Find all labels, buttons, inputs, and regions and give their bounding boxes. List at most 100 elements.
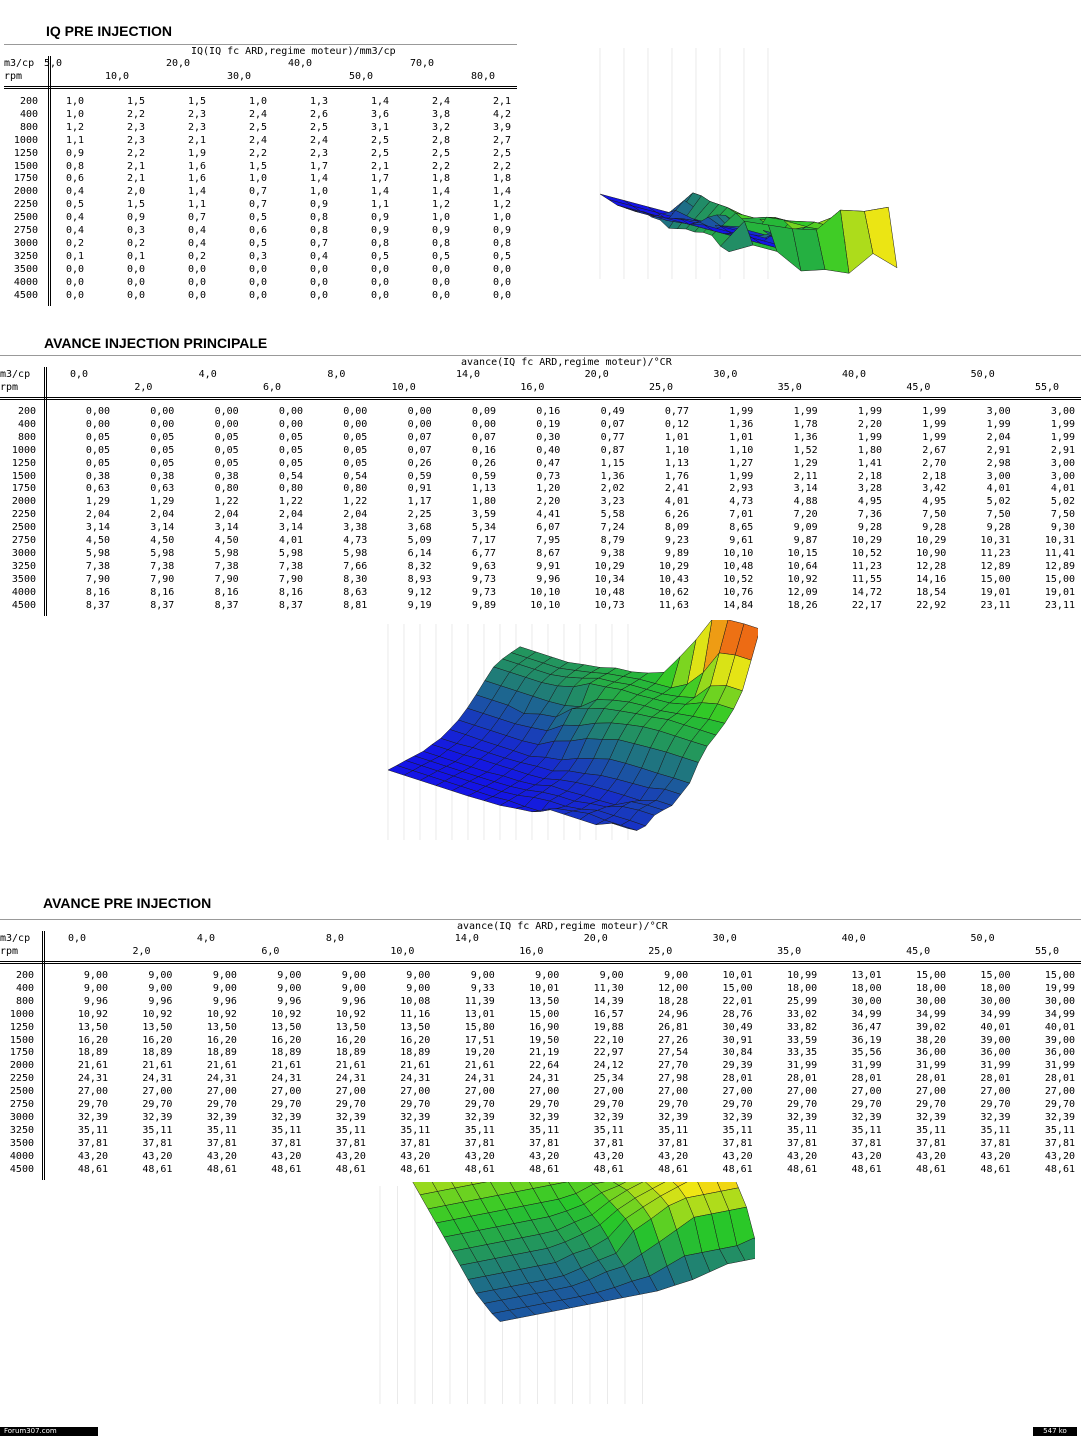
map-cell: 4,88	[793, 496, 818, 508]
map-cell: 32,39	[787, 1111, 818, 1123]
map-cell: 4,95	[857, 496, 882, 508]
map-cell: 1,99	[922, 431, 947, 443]
row-header: 2250	[13, 199, 38, 211]
map-cell: 43,20	[464, 1150, 495, 1162]
map-cell: 8,16	[150, 586, 175, 598]
map-cell: 32,39	[722, 1111, 753, 1123]
map-cell: 4,73	[729, 496, 754, 508]
map-cell: 35,11	[593, 1124, 624, 1136]
map-cell: 3,14	[150, 522, 175, 534]
map-cell: 29,70	[271, 1099, 302, 1110]
map-cell: 7,38	[214, 560, 239, 572]
column-header: 0,0	[68, 933, 87, 944]
column-header: 50,0	[970, 369, 995, 380]
map-cell: 35,11	[464, 1124, 495, 1136]
map-cell: 7,50	[922, 509, 947, 521]
map-cell: 2,1	[126, 160, 145, 172]
map-cell: 9,28	[857, 522, 882, 534]
map-cell: 28,76	[722, 1008, 753, 1020]
map-cell: 2,1	[492, 96, 511, 107]
map-cell: 19,01	[1044, 586, 1075, 598]
map-cell: 18,54	[916, 586, 947, 598]
map-cell: 27,00	[1044, 1086, 1075, 1098]
map-cell: 29,70	[722, 1099, 753, 1110]
surface-patch	[611, 823, 637, 831]
surface-plot-iq-pre	[599, 48, 898, 279]
map-cell: 18,00	[787, 982, 818, 994]
map-cell: 43,20	[529, 1150, 560, 1162]
map-cell: 15,00	[1044, 573, 1075, 585]
map-cell: 10,43	[658, 573, 689, 585]
map-cell: 0,00	[214, 418, 239, 430]
map-cell: 9,96	[83, 995, 108, 1007]
map-cell: 2,2	[248, 147, 267, 159]
map-cell: 0,5	[492, 250, 511, 262]
forum-watermark: Forum307.com	[0, 1427, 98, 1436]
map-cell: 11,16	[400, 1008, 431, 1020]
map-cell: 10,92	[335, 1008, 366, 1020]
map-cell: 48,61	[851, 1163, 882, 1175]
map-cell: 11,55	[851, 573, 882, 585]
row-header: 800	[17, 431, 36, 443]
map-cell: 1,29	[85, 496, 110, 508]
map-cell: 1,5	[248, 160, 267, 172]
map-cell: 22,92	[916, 599, 947, 611]
map-cell: 24,31	[464, 1073, 495, 1085]
map-cell: 0,00	[407, 406, 432, 417]
map-cell: 4,41	[536, 509, 561, 521]
map-cell: 15,80	[464, 1021, 495, 1033]
map-cell: 10,92	[787, 573, 818, 585]
map-cell: 2,04	[278, 509, 303, 521]
map-cell: 17,51	[464, 1034, 495, 1046]
map-cell: 2,6	[309, 108, 328, 120]
map-cell: 10,31	[980, 535, 1011, 546]
map-cell: 8,65	[729, 522, 754, 534]
row-header: 4000	[9, 1150, 34, 1162]
map-cell: 8,37	[278, 599, 303, 611]
map-cell: 1,3	[309, 96, 328, 107]
map-cell: 9,00	[277, 970, 302, 981]
column-header: 40,0	[288, 58, 313, 69]
map-cell: 9,00	[535, 970, 560, 981]
map-cell: 3,42	[922, 483, 947, 495]
map-cell: 2,3	[309, 147, 328, 159]
map-cell: 30,00	[851, 995, 882, 1007]
row-header: 2750	[13, 225, 38, 236]
map-cell: 9,00	[341, 982, 366, 994]
map-cell: 29,70	[142, 1099, 173, 1110]
map-cell: 0,9	[370, 212, 389, 224]
map-cell: 1,0	[431, 212, 450, 224]
map-cell: 2,20	[536, 496, 561, 508]
map-cell: 0,05	[278, 444, 303, 456]
column-header: 5,0	[44, 58, 63, 69]
map-cell: 3,6	[370, 108, 389, 120]
map-cell: 11,63	[658, 599, 689, 611]
map-cell: 7,36	[857, 509, 882, 521]
map-cell: 2,20	[857, 418, 882, 430]
map-cell: 0,63	[85, 483, 110, 495]
map-cell: 5,98	[214, 547, 239, 559]
map-cell: 7,90	[85, 573, 110, 585]
map-title-label: avance(IQ fc ARD,regime moteur)/°CR	[457, 921, 668, 932]
map-cell: 1,7	[370, 173, 389, 185]
map-cell: 6,14	[407, 547, 432, 559]
map-cell: 1,20	[536, 483, 561, 495]
map-cell: 13,50	[142, 1021, 173, 1033]
map-cell: 9,33	[470, 982, 495, 994]
map-cell: 9,00	[599, 970, 624, 981]
map-cell: 13,01	[851, 970, 882, 981]
map-cell: 0,00	[150, 406, 175, 417]
map-cell: 32,39	[851, 1111, 882, 1123]
map-cell: 9,61	[729, 535, 754, 546]
row-header: 200	[17, 406, 36, 417]
map-cell: 0,5	[248, 237, 267, 249]
map-cell: 35,11	[142, 1124, 173, 1136]
row-header: 2250	[11, 509, 36, 521]
row-header: 4500	[9, 1163, 34, 1175]
map-cell: 1,6	[187, 160, 206, 172]
map-cell: 0,0	[309, 276, 328, 288]
map-cell: 16,20	[77, 1034, 108, 1046]
map-cell: 0,5	[370, 250, 389, 262]
map-cell: 2,5	[370, 134, 389, 146]
map-cell: 0,05	[214, 431, 239, 443]
